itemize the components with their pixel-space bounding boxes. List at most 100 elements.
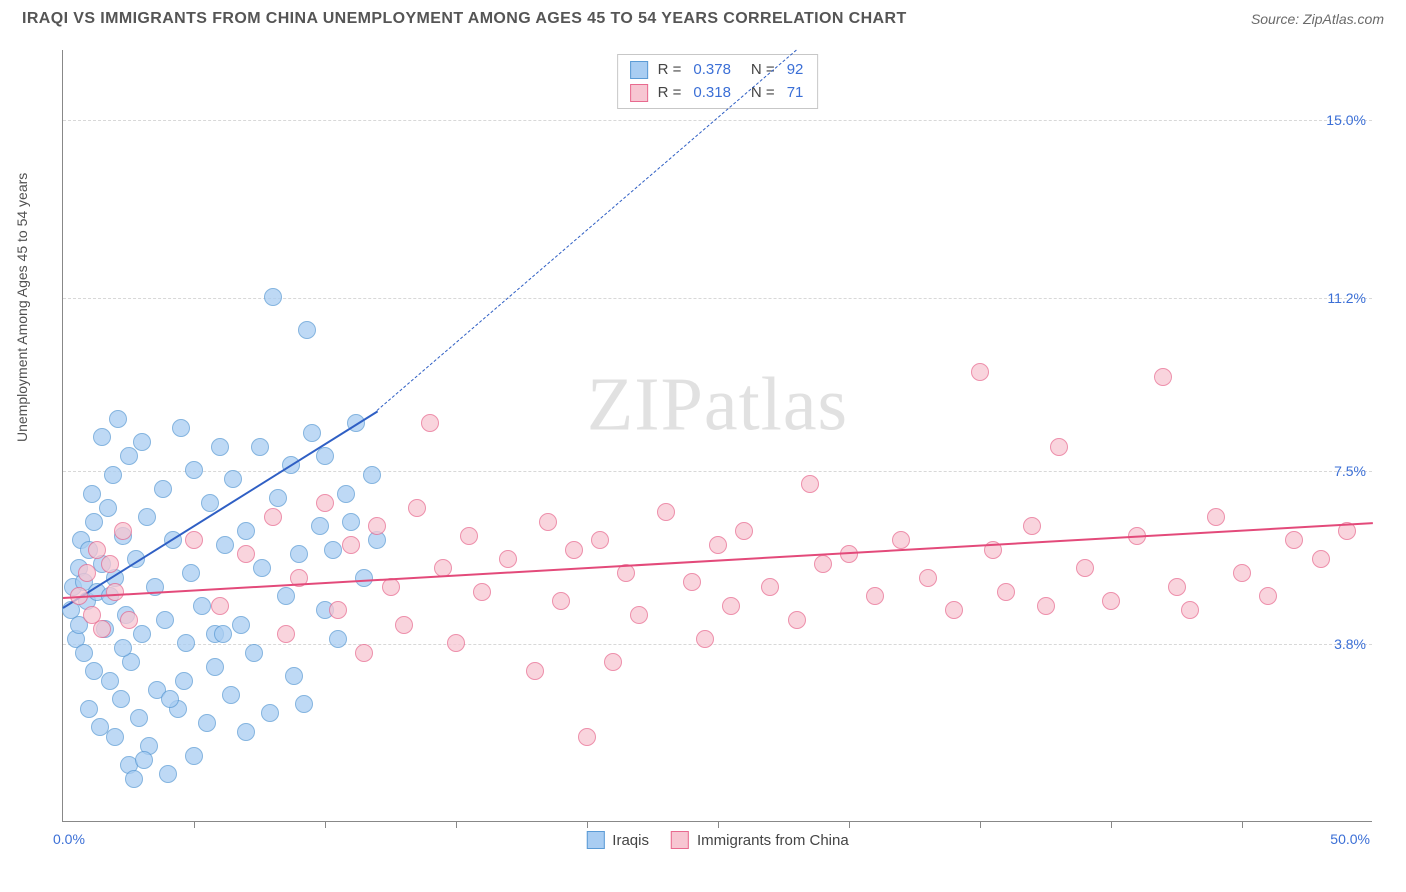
data-point: [761, 578, 779, 596]
data-point: [245, 644, 263, 662]
data-point: [329, 630, 347, 648]
data-point: [1050, 438, 1068, 456]
y-tick-label: 3.8%: [1334, 636, 1366, 652]
gridline-h: [63, 298, 1372, 299]
data-point: [355, 644, 373, 662]
data-point: [85, 513, 103, 531]
data-point: [101, 555, 119, 573]
data-point: [447, 634, 465, 652]
data-point: [214, 625, 232, 643]
stats-row: R =0.378N =92: [630, 59, 806, 82]
data-point: [1037, 597, 1055, 615]
data-point: [866, 587, 884, 605]
data-point: [722, 597, 740, 615]
data-point: [342, 536, 360, 554]
data-point: [892, 531, 910, 549]
data-point: [161, 690, 179, 708]
data-point: [237, 545, 255, 563]
x-axis-min-label: 0.0%: [53, 831, 85, 847]
data-point: [224, 470, 242, 488]
y-tick-label: 15.0%: [1326, 112, 1366, 128]
data-point: [460, 527, 478, 545]
data-point: [83, 485, 101, 503]
data-point: [945, 601, 963, 619]
data-point: [316, 447, 334, 465]
y-tick-label: 11.2%: [1327, 290, 1366, 306]
data-point: [93, 428, 111, 446]
data-point: [395, 616, 413, 634]
data-point: [232, 616, 250, 634]
data-point: [1168, 578, 1186, 596]
data-point: [277, 625, 295, 643]
stat-r-value: 0.318: [691, 82, 733, 105]
data-point: [421, 414, 439, 432]
data-point: [382, 578, 400, 596]
data-point: [114, 522, 132, 540]
data-point: [106, 728, 124, 746]
data-point: [303, 424, 321, 442]
data-point: [264, 508, 282, 526]
data-point: [185, 531, 203, 549]
data-point: [814, 555, 832, 573]
data-point: [251, 438, 269, 456]
data-point: [277, 587, 295, 605]
legend-item: Immigrants from China: [671, 831, 849, 849]
data-point: [368, 517, 386, 535]
data-point: [337, 485, 355, 503]
data-point: [971, 363, 989, 381]
data-point: [264, 288, 282, 306]
data-point: [93, 620, 111, 638]
data-point: [1181, 601, 1199, 619]
stats-row: R =0.318N =71: [630, 82, 806, 105]
data-point: [363, 466, 381, 484]
stat-r-label: R =: [658, 59, 682, 82]
data-point: [106, 583, 124, 601]
y-axis-label: Unemployment Among Ages 45 to 54 years: [14, 173, 30, 442]
data-point: [788, 611, 806, 629]
x-tick: [718, 821, 719, 828]
data-point: [104, 466, 122, 484]
legend-swatch: [671, 831, 689, 849]
data-point: [133, 625, 151, 643]
data-point: [285, 667, 303, 685]
stat-n-value: 92: [785, 59, 806, 82]
x-axis-max-label: 50.0%: [1330, 831, 1370, 847]
data-point: [154, 480, 172, 498]
stat-n-value: 71: [785, 82, 806, 105]
data-point: [185, 461, 203, 479]
data-point: [1207, 508, 1225, 526]
data-point: [355, 569, 373, 587]
data-point: [591, 531, 609, 549]
legend-label: Immigrants from China: [697, 832, 849, 849]
watermark: ZIPatlas: [587, 361, 848, 448]
data-point: [109, 410, 127, 428]
trend-line: [377, 50, 797, 411]
data-point: [172, 419, 190, 437]
data-point: [198, 714, 216, 732]
plot-area: ZIPatlas R =0.378N =92R =0.318N =71 0.0%…: [62, 50, 1372, 822]
data-point: [237, 723, 255, 741]
data-point: [709, 536, 727, 554]
data-point: [206, 658, 224, 676]
x-tick: [1111, 821, 1112, 828]
bottom-legend: IraqisImmigrants from China: [586, 831, 848, 849]
data-point: [182, 564, 200, 582]
data-point: [177, 634, 195, 652]
data-point: [133, 433, 151, 451]
data-point: [329, 601, 347, 619]
data-point: [919, 569, 937, 587]
data-point: [696, 630, 714, 648]
data-point: [801, 475, 819, 493]
data-point: [175, 672, 193, 690]
data-point: [253, 559, 271, 577]
data-point: [185, 747, 203, 765]
stat-r-value: 0.378: [691, 59, 733, 82]
data-point: [526, 662, 544, 680]
data-point: [156, 611, 174, 629]
data-point: [201, 494, 219, 512]
data-point: [539, 513, 557, 531]
data-point: [130, 709, 148, 727]
data-point: [499, 550, 517, 568]
data-point: [316, 494, 334, 512]
data-point: [125, 770, 143, 788]
